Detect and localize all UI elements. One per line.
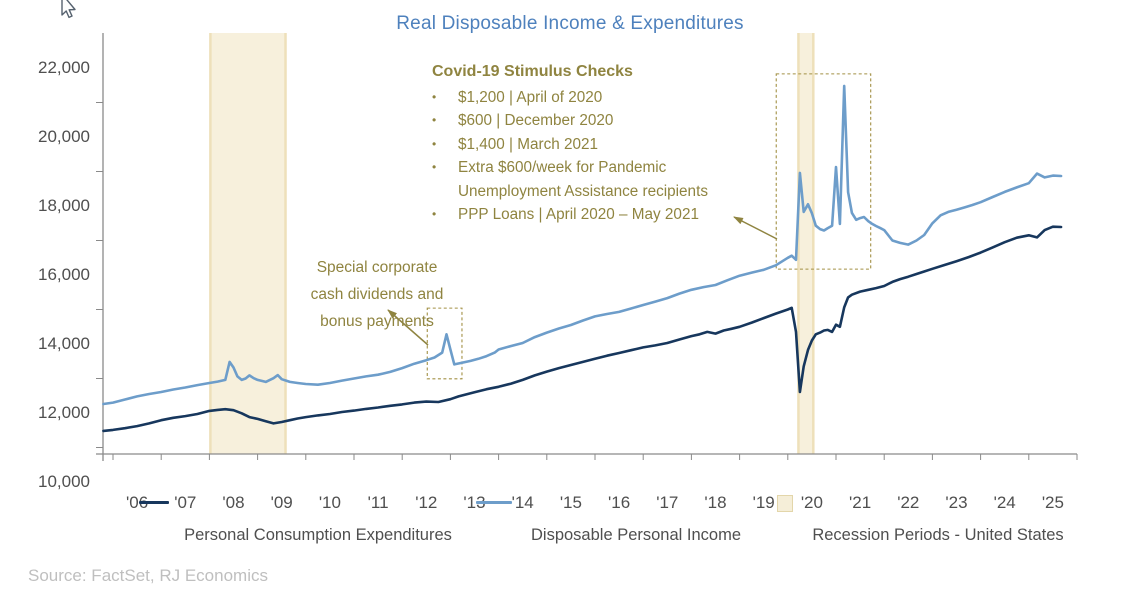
x-axis-label: '15 — [559, 493, 582, 512]
x-axis-label: '16 — [608, 493, 631, 512]
stimulus-bullet: • $1,400 | March 2021 — [432, 133, 748, 156]
dividends-annotation-line: cash dividends and — [310, 286, 444, 303]
dividends-arrow — [387, 309, 429, 346]
y-axis-label: 10,000 — [38, 472, 90, 491]
stimulus-annotation: Covid-19 Stimulus Checks • $1,200 | April… — [432, 61, 748, 226]
dividends-annotation-line: Special corporate — [316, 259, 438, 276]
y-axis-label: 12,000 — [38, 403, 90, 422]
series-line — [102, 225, 1063, 433]
stimulus-bullet-text: $600 | December 2020 — [458, 112, 614, 130]
x-axis-label: '08 — [222, 493, 245, 512]
x-axis-label: '17 — [656, 493, 679, 512]
chart-title: Real Disposable Income & Expenditures — [396, 13, 744, 34]
dividends-annotation-line: bonus payments — [320, 313, 434, 330]
x-axis-label: '23 — [945, 493, 968, 512]
stimulus-bullet-text: PPP Loans | April 2020 – May 2021 — [458, 206, 699, 224]
y-axis-label: 20,000 — [38, 127, 90, 146]
x-axis-label: '25 — [1041, 493, 1064, 512]
stimulus-bullet: • $1,200 | April of 2020 — [432, 86, 748, 109]
x-axis-label: '09 — [270, 493, 293, 512]
legend-label: Disposable Personal Income — [530, 526, 742, 544]
stimulus-arrow — [733, 216, 778, 240]
x-axis-label: '18 — [704, 493, 727, 512]
x-axis-label: '11 — [367, 493, 389, 512]
x-axis-label: '06 — [126, 493, 149, 512]
stimulus-bullet: • PPP Loans | April 2020 – May 2021 — [432, 203, 748, 226]
stimulus-bullet-text: $1,400 | March 2021 — [458, 135, 599, 153]
series-line — [102, 84, 1063, 406]
stimulus-annotation-heading: Covid-19 Stimulus Checks — [432, 63, 633, 80]
bullet-icon: • — [432, 113, 437, 128]
stimulus-bullet: • $600 | December 2020 — [432, 109, 748, 132]
x-axis-label: '13 — [463, 493, 486, 512]
stimulus-annotation-bullets: • $1,200 | April of 2020 • $600 | December … — [432, 86, 748, 226]
stimulus-highlight-box — [775, 73, 872, 270]
x-axis-label: '10 — [318, 493, 341, 512]
y-axis-label: 22,000 — [38, 58, 90, 77]
stimulus-bullet: • Extra $600/week for Pandemic Unemployme… — [432, 156, 748, 203]
legend-swatch — [139, 501, 169, 504]
legend-swatch — [777, 495, 793, 512]
dividends-annotation: Special corporate cash dividends and bonus… — [282, 254, 472, 335]
x-axis-label: '12 — [415, 493, 438, 512]
x-axis-label: '20 — [800, 493, 823, 512]
x-axis-label: '07 — [174, 493, 197, 512]
legend-swatch — [476, 501, 512, 504]
bullet-icon: • — [432, 207, 437, 222]
x-axis-label: '22 — [897, 493, 920, 512]
stimulus-bullet-text: Extra $600/week for Pandemic Unemploymen… — [458, 159, 708, 200]
legend-label: Recession Periods - United States — [812, 526, 1064, 544]
source-note: Source: FactSet, RJ Economics — [28, 566, 268, 585]
x-axis-label: '24 — [993, 493, 1016, 512]
legend-label: Personal Consumption Expenditures — [184, 526, 452, 544]
y-axis-label: 14,000 — [38, 334, 90, 353]
y-axis-label: 18,000 — [38, 196, 90, 215]
y-axis-label: 16,000 — [38, 265, 90, 284]
recession-band — [797, 33, 815, 454]
bullet-icon: • — [432, 136, 437, 151]
x-axis-label: '21 — [849, 493, 872, 512]
bullet-icon: • — [432, 90, 437, 104]
recession-band — [209, 33, 287, 454]
x-axis-label: '14 — [511, 493, 534, 512]
stimulus-bullet-text: $1,200 | April of 2020 — [458, 89, 603, 106]
dividends-highlight-box — [426, 307, 463, 380]
x-axis-label: '19 — [752, 493, 775, 512]
bullet-icon: • — [432, 160, 437, 175]
cursor-icon — [56, 0, 82, 26]
